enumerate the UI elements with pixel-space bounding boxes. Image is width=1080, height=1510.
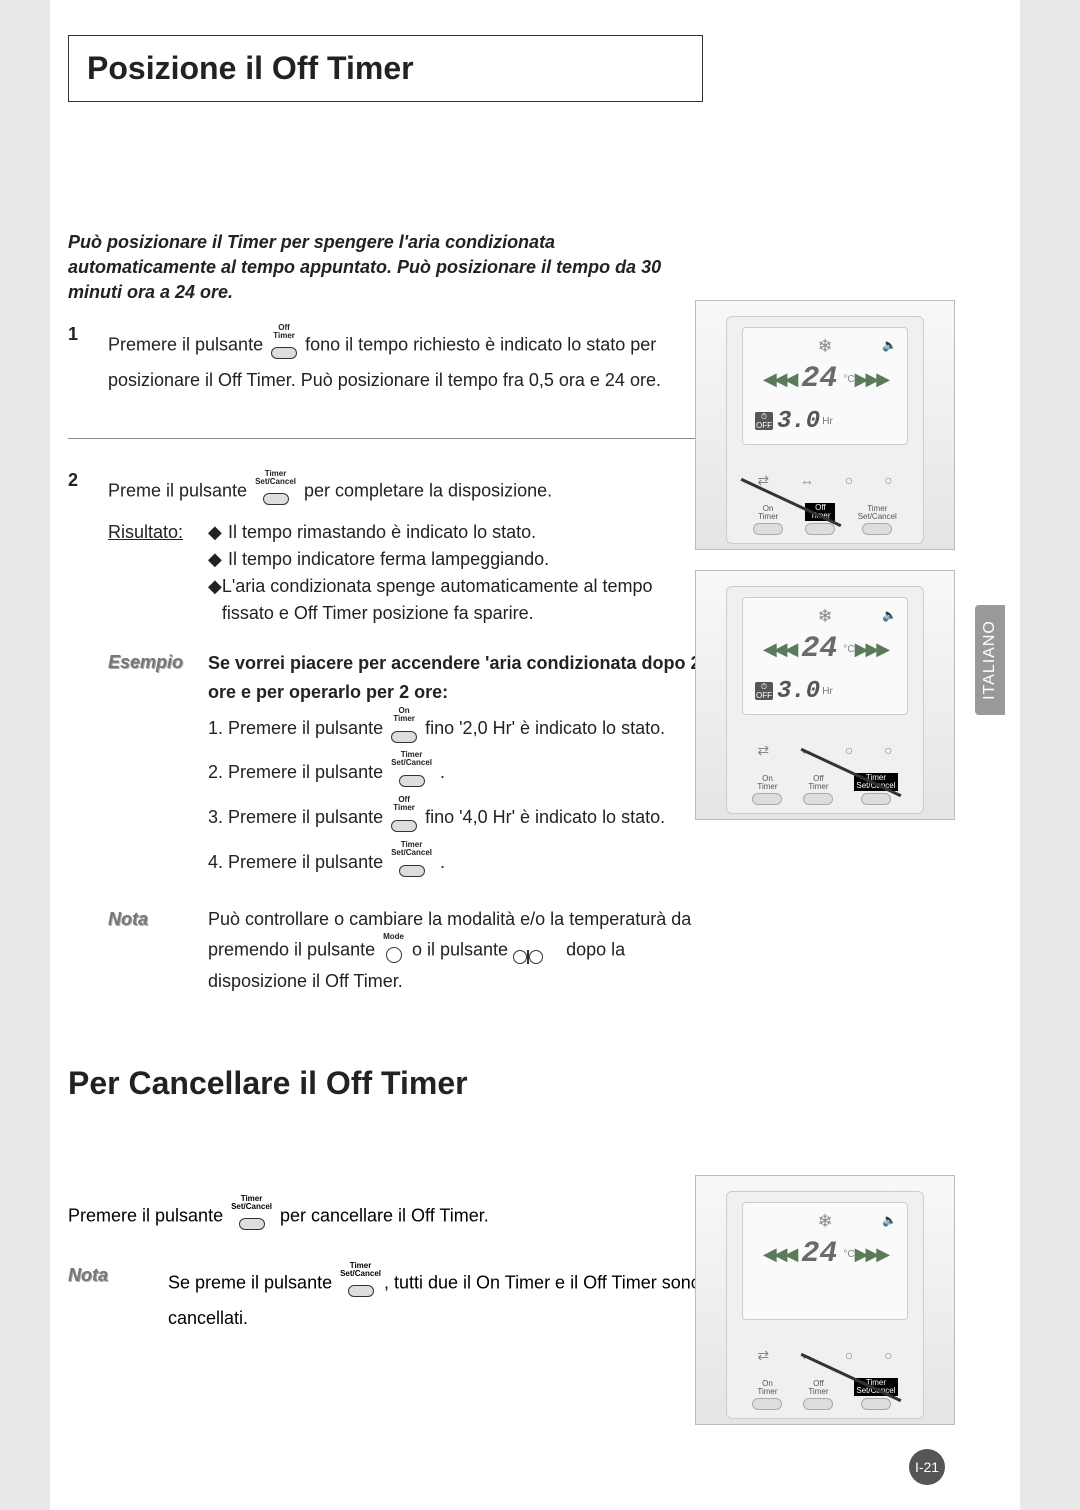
remote-illustration-3: ❄ 🔈 ◀◀◀ 24 °C ▶▶▶ ⇄↔○○ OnTimer OffTimer … bbox=[695, 1175, 955, 1425]
text: Preme il pulsante bbox=[108, 480, 252, 500]
nota-label: Nota bbox=[68, 1262, 168, 1332]
off-timer-button: OffTimer bbox=[803, 775, 833, 805]
lcd-temp: 24 bbox=[801, 362, 837, 396]
bullet: Il tempo rimastando è indicato lo stato. bbox=[228, 519, 536, 546]
nota-label: Nota bbox=[108, 906, 208, 995]
remote-illustration-2: ❄ 🔈 ◀◀◀ 24 °C ▶▶▶ ⏱OFF 3.0 Hr ⇄↔○○ OnTim… bbox=[695, 570, 955, 820]
set-cancel-button-icon: TimerSet/Cancel bbox=[391, 751, 432, 796]
manual-page: Posizione il Off Timer Può posizionare i… bbox=[50, 0, 1020, 1510]
step-1: 1 Premere il pulsante OffTimer fono il t… bbox=[68, 324, 708, 394]
section-title-box: Posizione il Off Timer bbox=[68, 35, 703, 102]
lcd-timer-unit: Hr bbox=[822, 416, 833, 427]
lcd-timer: 3.0 bbox=[777, 408, 820, 435]
on-timer-button: OnTimer bbox=[752, 775, 782, 805]
step-number: 2 bbox=[68, 470, 108, 491]
remote-illustration-1: ❄ 🔈 ◀◀◀ 24 °C ▶▶▶ ⏱OFF 3.0 Hr ⇄↔○○ OnTim… bbox=[695, 300, 955, 550]
step-number: 1 bbox=[68, 324, 108, 345]
language-label: ITALIANO bbox=[981, 620, 999, 700]
example-heading: Se vorrei piacere per accendere 'aria co… bbox=[208, 649, 708, 707]
step-2: 2 Preme il pulsante TimerSet/Cancel per … bbox=[68, 470, 708, 995]
example-body: Se vorrei piacere per accendere 'aria co… bbox=[208, 649, 708, 886]
off-indicator-icon: ⏱OFF bbox=[755, 412, 773, 430]
set-cancel-button-icon: TimerSet/Cancel bbox=[255, 470, 296, 513]
bullet: Il tempo indicatore ferma lampeggiando. bbox=[228, 546, 549, 573]
example-label: Esempio bbox=[108, 649, 208, 886]
on-timer-button: OnTimer bbox=[752, 1380, 782, 1410]
section-title: Posizione il Off Timer bbox=[87, 50, 684, 87]
text: Premere il pulsante bbox=[108, 334, 268, 354]
off-timer-button-icon: OffTimer bbox=[271, 324, 297, 367]
on-timer-button: OnTimer bbox=[753, 505, 783, 535]
on-timer-button-icon: OnTimer bbox=[391, 707, 417, 752]
off-timer-button: OffTimer bbox=[803, 1380, 833, 1410]
cancel-section: Premere il pulsante TimerSet/Cancel per … bbox=[68, 1195, 708, 1332]
temp-adjust-icon bbox=[513, 942, 561, 958]
language-tab: ITALIANO bbox=[975, 605, 1005, 715]
page-number: I-21 bbox=[909, 1449, 945, 1485]
snowflake-icon: ❄ bbox=[817, 336, 832, 357]
separator bbox=[68, 438, 708, 439]
nota-body: Se preme il pulsante TimerSet/Cancel, tu… bbox=[168, 1262, 708, 1332]
step-body: Premere il pulsante OffTimer fono il tem… bbox=[108, 324, 708, 394]
bullet: L'aria condizionata spenge automaticamen… bbox=[222, 573, 708, 627]
off-timer-button-icon: OffTimer bbox=[391, 796, 417, 841]
text: per completare la disposizione. bbox=[299, 480, 552, 500]
set-cancel-button-icon: TimerSet/Cancel bbox=[231, 1195, 272, 1238]
nota-body: Può controllare o cambiare la modalità e… bbox=[208, 906, 708, 995]
set-cancel-button: TimerSet/Cancel bbox=[858, 505, 897, 535]
intro-text: Può posizionare il Timer per spengere l'… bbox=[68, 230, 708, 306]
set-cancel-button-icon: TimerSet/Cancel bbox=[340, 1262, 381, 1305]
section-title-2: Per Cancellare il Off Timer bbox=[68, 1065, 468, 1102]
sidebar: ITALIANO bbox=[955, 0, 1020, 1510]
set-cancel-button-icon: TimerSet/Cancel bbox=[391, 841, 432, 886]
result-label: Risultato: bbox=[108, 519, 208, 627]
step-body: Preme il pulsante TimerSet/Cancel per co… bbox=[108, 470, 708, 995]
result-bullets: ◆Il tempo rimastando è indicato lo stato… bbox=[208, 519, 708, 627]
sound-icon: 🔈 bbox=[882, 338, 897, 352]
lcd-temp-unit: °C bbox=[843, 374, 854, 385]
mode-button-icon: Mode bbox=[383, 933, 404, 968]
